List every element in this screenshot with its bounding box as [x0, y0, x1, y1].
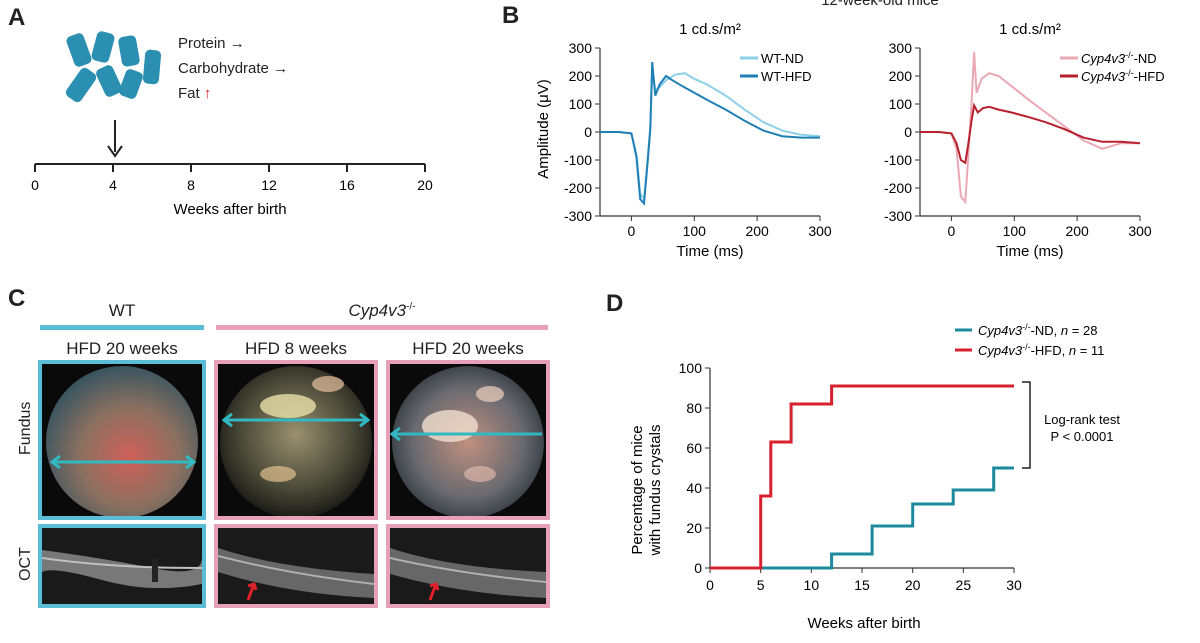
- erg-y-tick-label: 100: [889, 96, 913, 112]
- erg-x-tick-label: 300: [1128, 223, 1152, 239]
- down-arrow-head-icon: [107, 145, 123, 158]
- erg-y-tick-label: -100: [884, 152, 912, 168]
- erg-legend-label: Cyp4v3-/--HFD: [1081, 68, 1165, 84]
- survival-x-tick-label: 20: [905, 577, 921, 593]
- arrow-right-icon: →: [229, 35, 245, 52]
- erg-charts: Amplitude (μV) 1 cd.s/m² 300 200 100 0 -100 -2…: [535, 21, 1165, 260]
- erg-x-tick-label: 200: [1065, 223, 1089, 239]
- stat-bracket: [1022, 381, 1031, 469]
- erg-y-tick-label: 200: [889, 68, 913, 84]
- erg-xlabel: Time (ms): [997, 243, 1064, 260]
- erg-x-tick-label: 100: [1003, 223, 1027, 239]
- timeline-tick-label: 4: [109, 177, 117, 193]
- erg-x-tick-label: 0: [948, 223, 956, 239]
- stat-test: Log-rank test: [1044, 412, 1120, 427]
- row-label-oct: OCT: [17, 547, 34, 581]
- diet-protein: Protein →: [178, 35, 245, 52]
- timeline-tick-label: 0: [31, 177, 39, 193]
- erg-y-tick-label: 300: [889, 40, 913, 56]
- red-arrow-icon: [428, 582, 440, 601]
- erg-ylabel: Amplitude (μV): [535, 79, 552, 179]
- group-ko-label: Cyp4v3-/-: [348, 301, 416, 320]
- arrow-right-icon: →: [273, 60, 289, 77]
- fundus-image-wt: [38, 360, 206, 520]
- erg-y-tick-label: -300: [564, 208, 592, 224]
- column-header-ko-8: HFD 8 weeks: [244, 339, 348, 358]
- timeline-label: Weeks after birth: [173, 201, 286, 218]
- survival-x-tick-label: 15: [854, 577, 870, 593]
- legend-nd: Cyp4v3-/--ND, n = 28: [978, 322, 1097, 338]
- fundus-image-ko-20w: [386, 360, 550, 520]
- erg-legend-label: WT-HFD: [761, 69, 812, 84]
- timeline-tick-label: 16: [339, 177, 355, 193]
- survival-series-0: [710, 466, 1014, 570]
- survival-x-tick-label: 5: [757, 577, 765, 593]
- diet-list: Protein → Carbohydrate → Fat ↑: [178, 31, 288, 106]
- panel-b-label: B: [502, 2, 520, 29]
- legend-hfd: Cyp4v3-/--HFD, n = 11: [978, 342, 1104, 358]
- erg-x-tick-label: 200: [745, 223, 769, 239]
- group-ko-bar: [216, 325, 548, 330]
- erg-y-tick-label: -300: [884, 208, 912, 224]
- survival-x-tick-label: 25: [956, 577, 972, 593]
- erg-series-1: [600, 61, 820, 206]
- timeline: 0 4 8 12 16 20 Weeks after birth: [31, 120, 433, 218]
- timeline-tick-label: 12: [261, 177, 277, 193]
- panel-b-supertitle: 12-week-old mice: [821, 0, 939, 9]
- survival-x-tick-label: 30: [1006, 577, 1022, 593]
- group-wt-bar: [40, 325, 204, 330]
- arrow-up-icon: ↑: [203, 85, 212, 102]
- column-header-ko-20: HFD 20 weeks: [412, 339, 524, 358]
- survival-xlabel: Weeks after birth: [807, 615, 920, 632]
- survival-y-tick-label: 40: [686, 480, 702, 496]
- survival-y-tick-label: 0: [694, 560, 702, 576]
- diet-fat: Fat ↑: [178, 85, 212, 102]
- erg-y-tick-label: 0: [584, 124, 592, 140]
- erg-legend-label: Cyp4v3-/--ND: [1081, 50, 1157, 66]
- oct-image-ko-8w: [214, 524, 378, 608]
- timeline-tick-label: 8: [187, 177, 195, 193]
- survival-ylabel-1: Percentage of mice: [629, 425, 646, 554]
- erg-chart-cyp: 1 cd.s/m² 300 200 100 0 -100 -200 -300 0 100 200 30…: [884, 21, 1165, 260]
- erg-x-tick-label: 300: [808, 223, 832, 239]
- red-arrow-icon: [246, 582, 258, 601]
- erg-y-tick-label: -200: [884, 180, 912, 196]
- erg-legend-label: WT-ND: [761, 51, 804, 66]
- diet-carbohydrate: Carbohydrate →: [178, 60, 289, 77]
- stat-pvalue: P < 0.0001: [1050, 429, 1113, 444]
- oct-image-wt: [38, 524, 206, 608]
- erg-y-tick-label: 100: [569, 96, 593, 112]
- erg-x-tick-label: 100: [683, 223, 707, 239]
- erg-y-tick-label: -100: [564, 152, 592, 168]
- panel-a-label: A: [8, 4, 26, 31]
- erg-chart-title: 1 cd.s/m²: [679, 21, 741, 38]
- survival-chart: Percentage of mice with fundus crystals …: [629, 322, 1120, 632]
- survival-x-tick-label: 10: [804, 577, 820, 593]
- survival-y-tick-label: 60: [686, 440, 702, 456]
- survival-y-tick-label: 80: [686, 400, 702, 416]
- timeline-tick-label: 20: [417, 177, 433, 193]
- erg-y-tick-label: -200: [564, 180, 592, 196]
- survival-x-tick-label: 0: [706, 577, 714, 593]
- survival-ylabel-2: with fundus crystals: [647, 425, 664, 557]
- group-wt-label: WT: [108, 301, 136, 320]
- panel-d-label: D: [606, 290, 624, 317]
- survival-series-1: [710, 384, 1014, 570]
- panel-c-label: C: [8, 285, 26, 312]
- row-label-fundus: Fundus: [17, 401, 34, 455]
- oct-image-ko-20w: [386, 524, 550, 608]
- column-header-wt-20: HFD 20 weeks: [66, 339, 178, 358]
- erg-y-tick-label: 200: [569, 68, 593, 84]
- pills-icon: [65, 31, 162, 103]
- erg-x-tick-label: 0: [628, 223, 636, 239]
- survival-y-tick-label: 100: [679, 360, 703, 376]
- erg-xlabel: Time (ms): [677, 243, 744, 260]
- erg-series-1: [920, 102, 1141, 165]
- erg-chart-wt: 1 cd.s/m² 300 200 100 0 -100 -200 -300 0 100 200 30…: [564, 21, 832, 260]
- erg-chart-title: 1 cd.s/m²: [999, 21, 1061, 38]
- fundus-image-ko-8w: [214, 360, 378, 520]
- erg-y-tick-label: 0: [904, 124, 912, 140]
- survival-y-tick-label: 20: [686, 520, 702, 536]
- erg-y-tick-label: 300: [569, 40, 593, 56]
